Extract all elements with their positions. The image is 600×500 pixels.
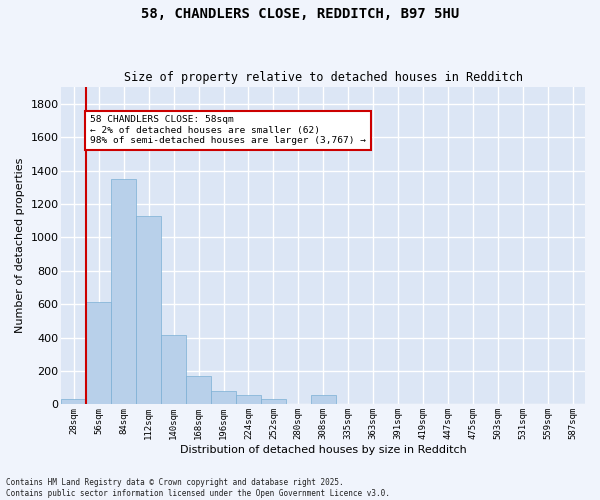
Bar [112, 179, 136, 404]
Text: Contains HM Land Registry data © Crown copyright and database right 2025.
Contai: Contains HM Land Registry data © Crown c… [6, 478, 390, 498]
Text: 58, CHANDLERS CLOSE, REDDITCH, B97 5HU: 58, CHANDLERS CLOSE, REDDITCH, B97 5HU [141, 8, 459, 22]
Bar [261, 400, 286, 404]
Bar [61, 400, 86, 404]
Y-axis label: Number of detached properties: Number of detached properties [15, 158, 25, 334]
Bar [236, 395, 261, 404]
Bar [211, 391, 236, 404]
Bar [186, 376, 211, 404]
Bar [311, 395, 335, 404]
Bar [161, 335, 186, 404]
Text: 58 CHANDLERS CLOSE: 58sqm
← 2% of detached houses are smaller (62)
98% of semi-d: 58 CHANDLERS CLOSE: 58sqm ← 2% of detach… [90, 116, 366, 146]
Bar [86, 302, 112, 405]
Bar [136, 216, 161, 404]
Title: Size of property relative to detached houses in Redditch: Size of property relative to detached ho… [124, 72, 523, 85]
X-axis label: Distribution of detached houses by size in Redditch: Distribution of detached houses by size … [180, 445, 467, 455]
